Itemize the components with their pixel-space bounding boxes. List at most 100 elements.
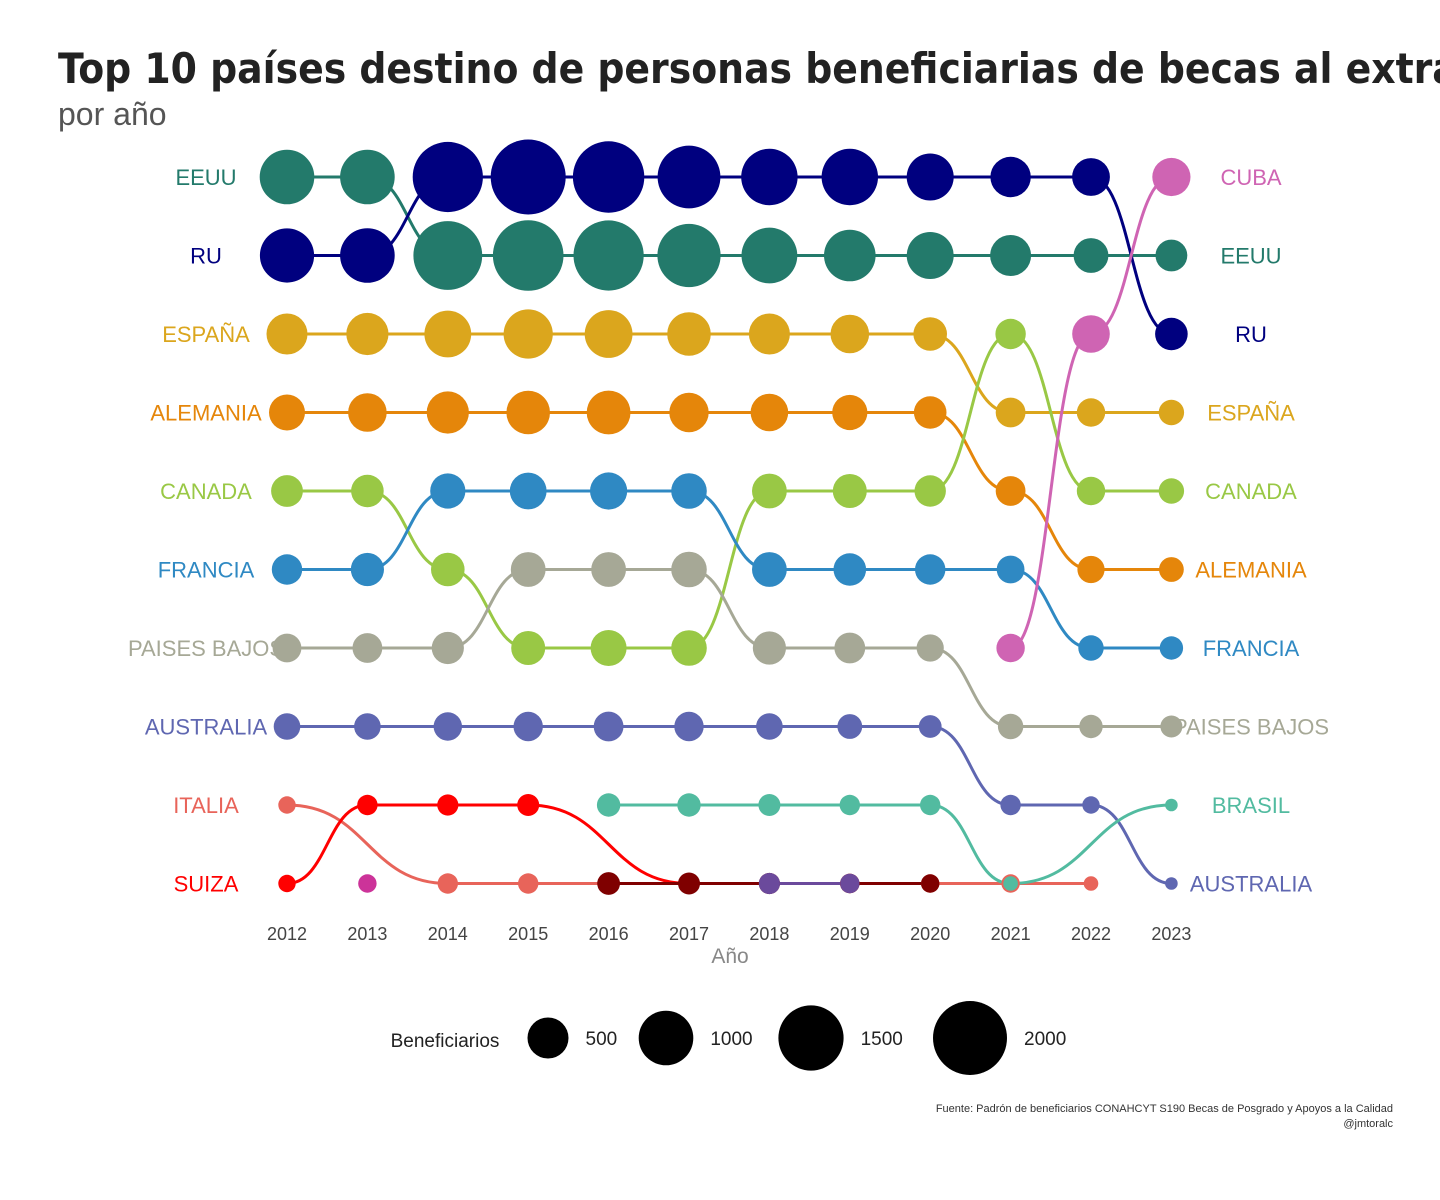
x-tick-2021: 2021	[991, 924, 1031, 944]
australia-point-2021	[1000, 794, 1021, 816]
suiza-point-2014	[437, 794, 459, 816]
suiza-line	[286, 803, 690, 885]
right-label-francia: FRANCIA	[1203, 636, 1300, 661]
brasil-point-2018	[758, 794, 781, 816]
ru-point-2016	[572, 141, 645, 213]
source-note: Fuente: Padrón de beneficiarios CONAHCYT…	[936, 1103, 1393, 1115]
francia-point-2020	[915, 554, 946, 585]
espana-point-2012	[266, 313, 308, 355]
ru-point-2017	[657, 145, 721, 209]
legend-circle-1000	[638, 1010, 694, 1066]
series-12-point-2016	[597, 872, 620, 895]
legend-title: Beneficiarios	[391, 1031, 500, 1052]
alemania-point-2015	[506, 390, 550, 435]
italia-point-2012	[278, 796, 296, 814]
francia-point-2019	[833, 553, 867, 586]
francia-point-2015	[509, 472, 547, 510]
francia-point-2018	[752, 552, 787, 587]
paises-bajos-point-2021	[997, 713, 1024, 740]
legend-label-2000: 2000	[1024, 1029, 1066, 1050]
right-label-canada: CANADA	[1205, 479, 1297, 504]
left-label-paises-bajos: PAISES BAJOS	[128, 636, 284, 661]
series-12-point-2020	[921, 874, 940, 893]
canada-point-2023	[1158, 478, 1185, 504]
francia-point-2014	[430, 473, 466, 509]
canada-point-2019	[832, 474, 867, 508]
ru-point-2021	[990, 156, 1031, 198]
left-label-suiza: SUIZA	[174, 872, 239, 897]
right-label-australia: AUSTRALIA	[1190, 872, 1313, 897]
paises-bajos-point-2022	[1079, 714, 1103, 739]
italia-point-2014	[437, 873, 458, 894]
series-14-point-2019	[840, 873, 860, 894]
alemania-point-2012	[269, 394, 305, 431]
paises-bajos-point-2015	[510, 552, 546, 587]
left-label-espana: ESPAÑA	[162, 322, 250, 347]
alemania-line	[287, 410, 1172, 572]
eeuu-point-2014	[413, 221, 483, 290]
francia-point-2021	[996, 555, 1025, 584]
paises-bajos-point-2013	[352, 633, 383, 663]
x-tick-2018: 2018	[749, 924, 789, 944]
left-label-eeuu: EEUU	[175, 165, 236, 190]
x-axis-ticks: 2012 2013 2014 2015 2016 2017 2018 2019 2020 2021…	[267, 924, 1191, 944]
alemania-point-2023	[1159, 557, 1184, 582]
australia-point-2018	[756, 713, 783, 740]
australia-point-2016	[593, 711, 624, 742]
espana-point-2015	[503, 309, 553, 359]
espana-point-2014	[424, 310, 472, 358]
brasil-point-2016	[596, 793, 621, 817]
paises-bajos-point-2019	[834, 632, 866, 664]
australia-point-2015	[513, 711, 543, 742]
alemania-point-2022	[1077, 555, 1105, 584]
left-label-ru: RU	[190, 244, 222, 269]
canada-point-2015	[511, 631, 546, 665]
ru-point-2013	[340, 228, 395, 283]
legend-label-1500: 1500	[861, 1029, 903, 1050]
series-13-point-2013	[358, 874, 377, 893]
series-12-point-2017	[678, 872, 700, 895]
francia-point-2012	[271, 554, 303, 585]
chart-title: Top 10 países destino de personas benefi…	[58, 44, 1440, 93]
x-tick-2013: 2013	[347, 924, 387, 944]
canada-point-2021	[995, 318, 1026, 350]
espana-point-2021	[995, 397, 1026, 428]
ru-point-2018	[741, 148, 798, 206]
australia-point-2012	[273, 713, 301, 740]
italia-point-2022	[1083, 876, 1099, 891]
right-label-paises-bajos: PAISES BAJOS	[1173, 715, 1329, 740]
cuba-point-2021	[996, 633, 1025, 663]
cuba-point-2023	[1152, 157, 1191, 197]
eeuu-point-2016	[573, 220, 644, 291]
paises-bajos-point-2020	[916, 634, 944, 662]
espana-point-2017	[667, 312, 711, 356]
right-label-cuba: CUBA	[1220, 165, 1281, 190]
alemania-point-2018	[750, 393, 789, 432]
suiza-point-2013	[357, 794, 378, 816]
paises-bajos-point-2018	[752, 631, 787, 665]
paises-bajos-point-2017	[671, 551, 707, 588]
eeuu-point-2022	[1073, 238, 1109, 273]
francia-point-2016	[590, 472, 628, 510]
francia-point-2022	[1078, 635, 1104, 661]
x-tick-2022: 2022	[1071, 924, 1111, 944]
eeuu-point-2021	[990, 235, 1032, 276]
alemania-point-2021	[995, 476, 1026, 506]
espana-point-2019	[830, 314, 870, 354]
legend-circle-500	[527, 1017, 569, 1059]
alemania-point-2014	[426, 391, 469, 434]
alemania-point-2019	[832, 394, 868, 431]
brasil-point-2023	[1165, 798, 1178, 812]
cuba-point-2022	[1072, 315, 1110, 353]
canada-line	[286, 332, 1172, 650]
australia-point-2013	[354, 713, 381, 740]
brasil-point-2019	[839, 794, 860, 816]
ru-point-2020	[906, 153, 954, 201]
x-axis-title: Año	[711, 945, 748, 968]
suiza-point-2012	[278, 874, 296, 893]
australia-point-2017	[674, 711, 704, 742]
francia-line	[287, 489, 1172, 650]
canada-point-2016	[590, 630, 627, 666]
right-label-brasil: BRASIL	[1212, 793, 1290, 818]
paises-bajos-point-2012	[272, 633, 302, 663]
